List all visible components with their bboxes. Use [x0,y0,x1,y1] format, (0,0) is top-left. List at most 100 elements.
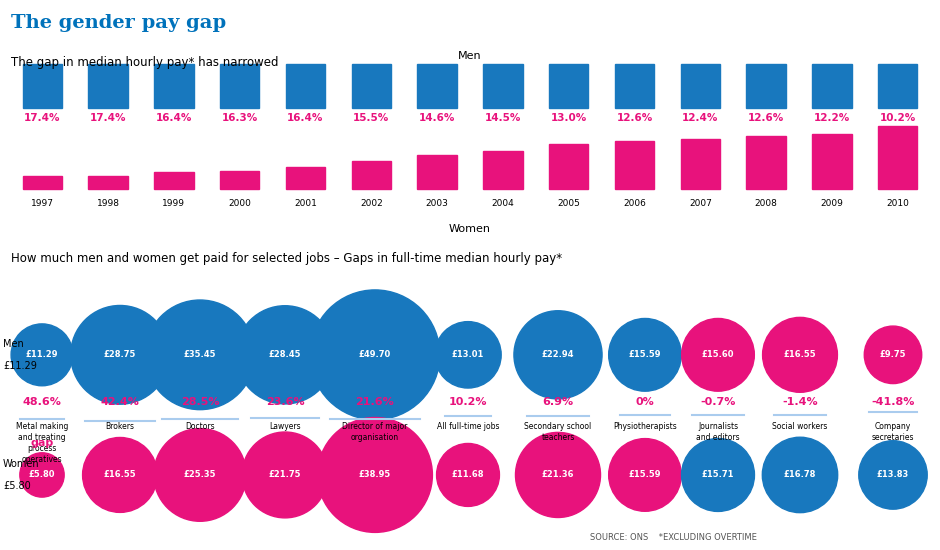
Text: 0%: 0% [635,397,654,407]
FancyBboxPatch shape [878,126,917,189]
Text: Women: Women [449,223,491,234]
Circle shape [514,311,602,399]
Circle shape [318,417,432,532]
Text: 14.6%: 14.6% [419,113,455,123]
Text: 21.6%: 21.6% [355,397,395,407]
Text: 15.5%: 15.5% [353,113,389,123]
Text: 42.4%: 42.4% [101,397,139,407]
Circle shape [436,443,499,507]
Text: £15.60: £15.60 [702,350,734,359]
Text: £15.59: £15.59 [629,470,661,480]
Text: 23.6%: 23.6% [266,397,305,407]
Text: Secondary school
teachers: Secondary school teachers [525,422,591,442]
Text: £28.45: £28.45 [269,350,301,359]
Text: £16.78: £16.78 [784,470,816,480]
Text: Men: Men [458,52,482,62]
Text: Metal making
and treating
process
operatives: Metal making and treating process operat… [16,422,69,464]
FancyBboxPatch shape [352,161,391,189]
FancyBboxPatch shape [681,139,720,189]
Text: 2005: 2005 [557,199,580,207]
Circle shape [20,453,64,497]
FancyBboxPatch shape [220,64,259,108]
Text: £25.35: £25.35 [183,470,216,480]
Text: Women: Women [3,459,39,469]
Text: Physiotherapists: Physiotherapists [613,422,677,431]
Circle shape [762,317,838,392]
Text: 10.2%: 10.2% [880,113,916,123]
Text: Company
secretaries: Company secretaries [871,422,915,442]
Text: £11.29: £11.29 [3,361,37,371]
Text: -1.4%: -1.4% [782,397,818,407]
Text: 1998: 1998 [97,199,119,207]
FancyBboxPatch shape [220,171,259,189]
Circle shape [435,322,501,388]
FancyBboxPatch shape [549,64,588,108]
Text: £35.45: £35.45 [183,350,216,359]
Circle shape [609,318,682,391]
Text: 2000: 2000 [228,199,251,207]
Text: Men: Men [3,339,24,349]
Text: £21.75: £21.75 [269,470,301,480]
FancyBboxPatch shape [483,64,523,108]
Text: 12.4%: 12.4% [682,113,718,123]
FancyBboxPatch shape [878,64,917,108]
Text: 2001: 2001 [294,199,317,207]
Text: £21.36: £21.36 [541,470,574,480]
Text: £9.75: £9.75 [880,350,906,359]
FancyBboxPatch shape [681,64,720,108]
Text: -0.7%: -0.7% [700,397,736,407]
Text: -41.8%: -41.8% [871,397,915,407]
Text: Journalists
and editors: Journalists and editors [697,422,740,442]
Circle shape [11,324,73,386]
FancyBboxPatch shape [746,136,786,189]
Text: The gap in median hourly pay* has narrowed: The gap in median hourly pay* has narrow… [11,56,279,69]
Circle shape [310,290,440,420]
FancyBboxPatch shape [615,64,654,108]
Circle shape [70,305,169,404]
Text: £16.55: £16.55 [784,350,816,359]
Text: £13.01: £13.01 [452,350,484,359]
Text: £11.68: £11.68 [452,470,484,480]
Circle shape [864,326,922,383]
FancyBboxPatch shape [812,134,852,189]
Circle shape [243,432,328,518]
Text: 12.6%: 12.6% [617,113,652,123]
Text: Doctors: Doctors [185,422,215,431]
Text: £15.71: £15.71 [702,470,734,480]
FancyBboxPatch shape [88,64,128,108]
FancyBboxPatch shape [23,176,62,189]
Text: 2007: 2007 [689,199,712,207]
Circle shape [515,432,601,518]
Circle shape [682,318,754,391]
FancyBboxPatch shape [286,64,325,108]
Circle shape [682,438,755,512]
Text: Lawyers: Lawyers [269,422,301,431]
Text: 2009: 2009 [821,199,843,207]
FancyBboxPatch shape [88,176,128,189]
FancyBboxPatch shape [23,64,62,108]
Text: The gender pay gap: The gender pay gap [11,14,227,32]
Text: £16.55: £16.55 [103,470,136,480]
Text: How much men and women get paid for selected jobs – Gaps in full-time median hou: How much men and women get paid for sele… [11,252,562,265]
FancyBboxPatch shape [286,167,325,189]
Circle shape [859,441,927,509]
Text: SOURCE: ONS    *EXCLUDING OVERTIME: SOURCE: ONS *EXCLUDING OVERTIME [590,533,757,542]
Text: 28.5%: 28.5% [180,397,219,407]
Text: 2010: 2010 [886,199,909,207]
FancyBboxPatch shape [417,155,457,189]
Text: All full-time jobs: All full-time jobs [437,422,499,431]
Text: 16.3%: 16.3% [222,113,258,123]
Text: 1999: 1999 [163,199,185,207]
Text: 14.5%: 14.5% [485,113,521,123]
FancyBboxPatch shape [549,144,588,189]
Text: 6.9%: 6.9% [542,397,573,407]
FancyBboxPatch shape [417,64,457,108]
Text: 12.2%: 12.2% [814,113,850,123]
Text: £22.94: £22.94 [541,350,574,359]
Text: 2004: 2004 [492,199,514,207]
Text: £49.70: £49.70 [359,350,391,359]
Text: £15.59: £15.59 [629,350,661,359]
Text: 12.6%: 12.6% [748,113,784,123]
FancyBboxPatch shape [154,173,194,189]
Text: 48.6%: 48.6% [23,397,61,407]
